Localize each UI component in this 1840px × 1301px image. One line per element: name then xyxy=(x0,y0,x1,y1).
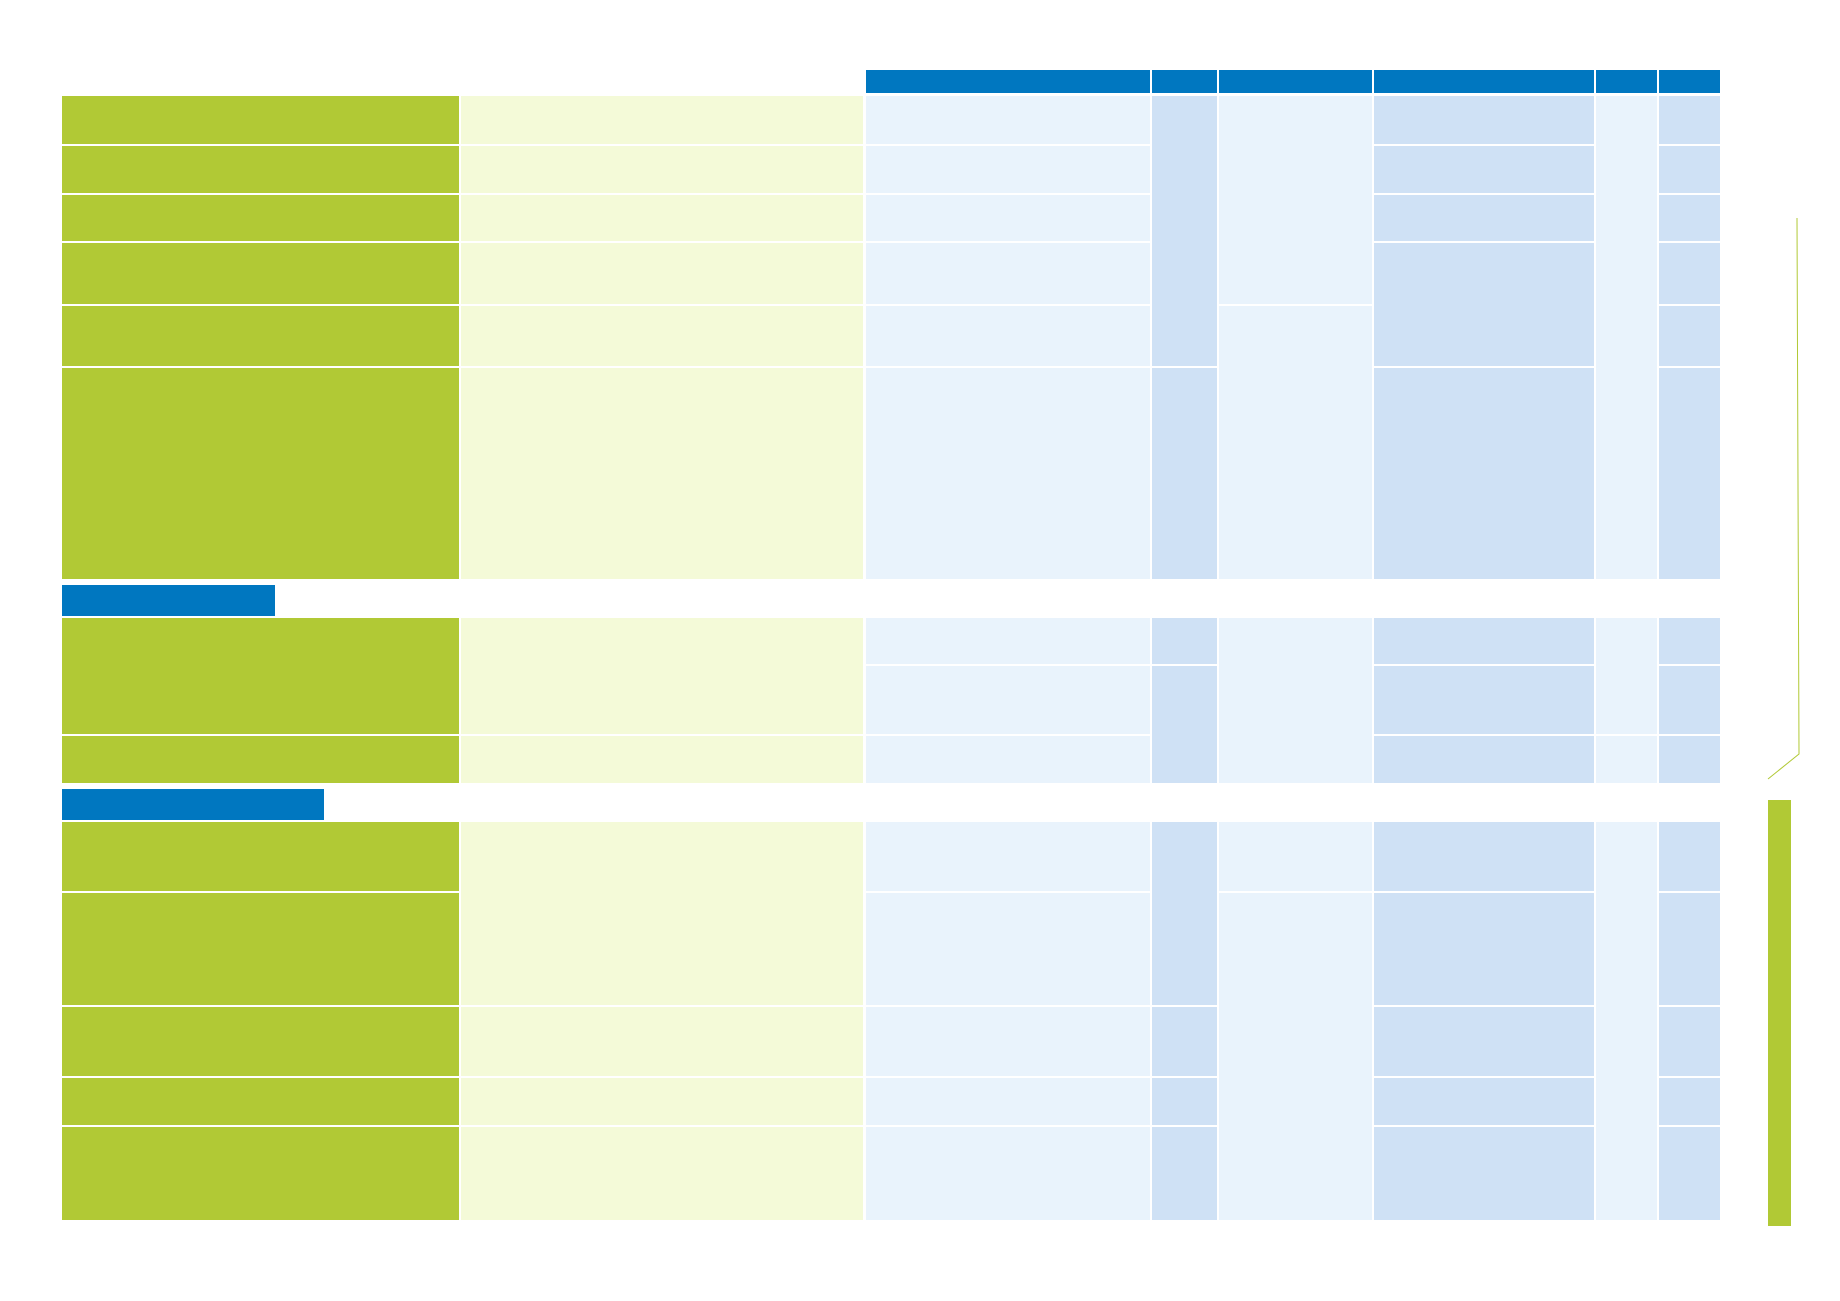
s1-r6-c1 xyxy=(62,368,459,579)
s2-r3-c2 xyxy=(461,736,863,783)
s3-r2to5-c5 xyxy=(1219,893,1372,1220)
s3-r2-c6 xyxy=(1374,893,1594,1005)
s3-r5-c8 xyxy=(1659,1127,1720,1220)
s1-r2-c1 xyxy=(62,146,459,193)
header-col-7 xyxy=(1596,70,1657,93)
s2-r1-c8 xyxy=(1659,618,1720,664)
section-3-header-tab xyxy=(62,789,324,820)
s1-r3-c1 xyxy=(62,195,459,241)
s1-r6-c8 xyxy=(1659,368,1720,579)
s3-r4-c6 xyxy=(1374,1078,1594,1125)
s1-r1-c8 xyxy=(1659,96,1720,144)
s2-r3-c8 xyxy=(1659,736,1720,783)
s1-r1to4-c5 xyxy=(1219,96,1372,304)
s1-r2-c3 xyxy=(866,146,1150,193)
s2-r3-c1 xyxy=(62,736,459,783)
s3-r5-c3 xyxy=(866,1127,1150,1220)
s3-r2-c1 xyxy=(62,893,459,1005)
s2-r2-c6 xyxy=(1374,666,1594,734)
s3-r5-c2 xyxy=(461,1127,863,1220)
s3-r1to2-c4 xyxy=(1152,822,1217,1005)
s1-r5-c1 xyxy=(62,306,459,366)
s1-r6-c6 xyxy=(1374,368,1594,579)
s1-r1to5-c4 xyxy=(1152,96,1217,366)
s3-r3-c1 xyxy=(62,1007,459,1076)
s2-r1-c4 xyxy=(1152,618,1217,664)
s1-r5-c8 xyxy=(1659,306,1720,366)
s3-r5-c6 xyxy=(1374,1127,1594,1220)
s1-r4-c8 xyxy=(1659,243,1720,304)
s2-r1to2-c2 xyxy=(461,618,863,734)
s2-r2-c3 xyxy=(866,666,1150,734)
s1-r6-c3 xyxy=(866,368,1150,579)
header-col-4 xyxy=(1152,70,1217,93)
s3-r1-c8 xyxy=(1659,822,1720,891)
s3-r1-c6 xyxy=(1374,822,1594,891)
s1-r3-c8 xyxy=(1659,195,1720,241)
s1-r3-c2 xyxy=(461,195,863,241)
s2-c5 xyxy=(1219,618,1372,783)
s3-r2-c3 xyxy=(866,893,1150,1005)
s1-r2-c8 xyxy=(1659,146,1720,193)
s3-r4-c1 xyxy=(62,1078,459,1125)
s3-r5-c1 xyxy=(62,1127,459,1220)
s1-r4-c3 xyxy=(866,243,1150,304)
s3-r1-c1 xyxy=(62,822,459,891)
s1-r6-c4 xyxy=(1152,368,1217,579)
s2-r3-c3 xyxy=(866,736,1150,783)
s3-r3-c3 xyxy=(866,1007,1150,1076)
s2-r2to3-c4 xyxy=(1152,666,1217,783)
s1-r6-c2 xyxy=(461,368,863,579)
s3-r1-c3 xyxy=(866,822,1150,891)
s3-r1to2-c2 xyxy=(461,822,863,1005)
s1-r5to6-c5 xyxy=(1219,306,1372,579)
s1-r3-c6 xyxy=(1374,195,1594,241)
s1-r1-c3 xyxy=(866,96,1150,144)
s1-r4-c1 xyxy=(62,243,459,304)
s1-r4-c2 xyxy=(461,243,863,304)
s1-r1-c6 xyxy=(1374,96,1594,144)
section-2-header-tab xyxy=(62,585,275,616)
s3-r3-c6 xyxy=(1374,1007,1594,1076)
s3-c7 xyxy=(1596,822,1657,1220)
s2-r3-c7 xyxy=(1596,736,1657,783)
header-col-6 xyxy=(1374,70,1594,93)
s2-r1-c6 xyxy=(1374,618,1594,664)
s1-r5-c2 xyxy=(461,306,863,366)
s3-r4-c3 xyxy=(866,1078,1150,1125)
s3-r3-c8 xyxy=(1659,1007,1720,1076)
s3-r1-c5 xyxy=(1219,822,1372,891)
s1-r4to5-c6 xyxy=(1374,243,1594,366)
s1-r3-c3 xyxy=(866,195,1150,241)
s1-c7 xyxy=(1596,96,1657,579)
s3-r3-c2 xyxy=(461,1007,863,1076)
s2-r2-c8 xyxy=(1659,666,1720,734)
s3-r4-c8 xyxy=(1659,1078,1720,1125)
s2-r3-c6 xyxy=(1374,736,1594,783)
s1-r5-c3 xyxy=(866,306,1150,366)
s3-r4-c4 xyxy=(1152,1078,1217,1125)
s3-r3-c4 xyxy=(1152,1007,1217,1076)
s1-r1-c1 xyxy=(62,96,459,144)
s1-r2-c6 xyxy=(1374,146,1594,193)
s1-r1-c2 xyxy=(461,96,863,144)
header-col-3 xyxy=(866,70,1150,93)
s3-r2-c8 xyxy=(1659,893,1720,1005)
s2-r1to2-c1 xyxy=(62,618,459,734)
header-col-5 xyxy=(1219,70,1372,93)
s1-r2-c2 xyxy=(461,146,863,193)
s3-r4-c2 xyxy=(461,1078,863,1125)
s2-r1-c3 xyxy=(866,618,1150,664)
s3-r5-c4 xyxy=(1152,1127,1217,1220)
s2-r1to2-c7 xyxy=(1596,618,1657,734)
side-tab-bar xyxy=(1768,800,1791,1226)
header-col-8 xyxy=(1659,70,1720,93)
